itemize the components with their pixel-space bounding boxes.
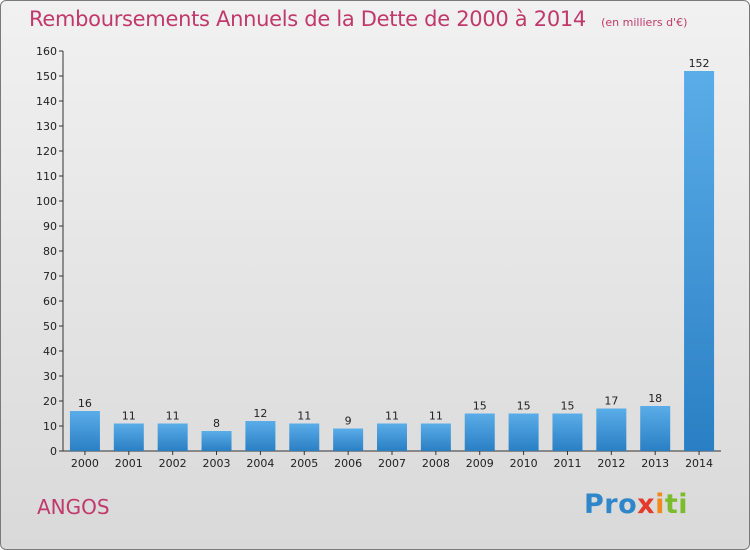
proxiti-logo: Proxiti — [584, 489, 689, 520]
commune-name: ANGOS — [37, 495, 110, 519]
y-tick-label: 140 — [36, 95, 57, 108]
bar-2012 — [596, 408, 627, 451]
data-label-2000: 16 — [78, 397, 92, 410]
data-label-2002: 11 — [166, 410, 180, 423]
x-tick-label-2002: 2002 — [159, 457, 187, 470]
x-tick-label-2011: 2011 — [553, 457, 581, 470]
bar-2003 — [201, 431, 232, 451]
bar-2006 — [333, 428, 364, 451]
y-tick-label: 130 — [36, 120, 57, 133]
x-tick-label-2008: 2008 — [422, 457, 450, 470]
data-label-2005: 11 — [297, 410, 311, 423]
x-tick-label-2013: 2013 — [641, 457, 669, 470]
bar-2009 — [464, 413, 495, 451]
bar-2013 — [640, 406, 671, 451]
data-label-2004: 12 — [253, 407, 267, 420]
bar-2002 — [157, 423, 188, 451]
y-tick-label: 70 — [43, 270, 57, 283]
bar-2014 — [684, 71, 715, 451]
x-tick-label-2006: 2006 — [334, 457, 362, 470]
y-tick-label: 20 — [43, 395, 57, 408]
data-label-2012: 17 — [604, 395, 618, 408]
bar-2001 — [113, 423, 144, 451]
x-tick-label-2003: 2003 — [203, 457, 231, 470]
data-label-2011: 15 — [560, 400, 574, 413]
y-tick-label: 120 — [36, 145, 57, 158]
x-tick-label-2009: 2009 — [466, 457, 494, 470]
y-tick-label: 150 — [36, 70, 57, 83]
bar-2011 — [552, 413, 583, 451]
bar-2000 — [69, 411, 100, 451]
y-tick-label: 0 — [50, 445, 57, 458]
data-label-2003: 8 — [213, 417, 220, 430]
data-label-2006: 9 — [345, 415, 352, 428]
x-tick-label-2012: 2012 — [597, 457, 625, 470]
y-tick-label: 50 — [43, 320, 57, 333]
bar-2007 — [377, 423, 407, 451]
y-tick-label: 40 — [43, 345, 57, 358]
data-label-2010: 15 — [517, 400, 531, 413]
y-tick-label: 100 — [36, 195, 57, 208]
x-tick-label-2007: 2007 — [378, 457, 406, 470]
data-label-2007: 11 — [385, 410, 399, 423]
data-label-2013: 18 — [648, 392, 662, 405]
chart-title: Remboursements Annuels de la Dette de 20… — [29, 7, 586, 31]
x-tick-label-2014: 2014 — [685, 457, 713, 470]
x-tick-label-2001: 2001 — [115, 457, 143, 470]
y-tick-label: 60 — [43, 295, 57, 308]
data-label-2008: 11 — [429, 410, 443, 423]
x-tick-label-2004: 2004 — [246, 457, 274, 470]
y-tick-label: 110 — [36, 170, 57, 183]
x-tick-label-2010: 2010 — [510, 457, 538, 470]
chart-subtitle: (en milliers d'€) — [601, 16, 688, 29]
x-tick-label-2000: 2000 — [71, 457, 99, 470]
y-tick-label: 30 — [43, 370, 57, 383]
bar-2008 — [420, 423, 451, 451]
bar-2010 — [508, 413, 539, 451]
data-label-2009: 15 — [473, 400, 487, 413]
x-tick-label-2005: 2005 — [290, 457, 318, 470]
y-tick-label: 80 — [43, 245, 57, 258]
y-tick-label: 10 — [43, 420, 57, 433]
bar-2005 — [289, 423, 320, 451]
y-tick-label: 160 — [36, 45, 57, 58]
bar-2004 — [245, 421, 276, 451]
data-label-2001: 11 — [122, 410, 136, 423]
chart-title-row: Remboursements Annuels de la Dette de 20… — [29, 7, 687, 31]
y-tick-label: 90 — [43, 220, 57, 233]
data-label-2014: 152 — [689, 57, 710, 70]
